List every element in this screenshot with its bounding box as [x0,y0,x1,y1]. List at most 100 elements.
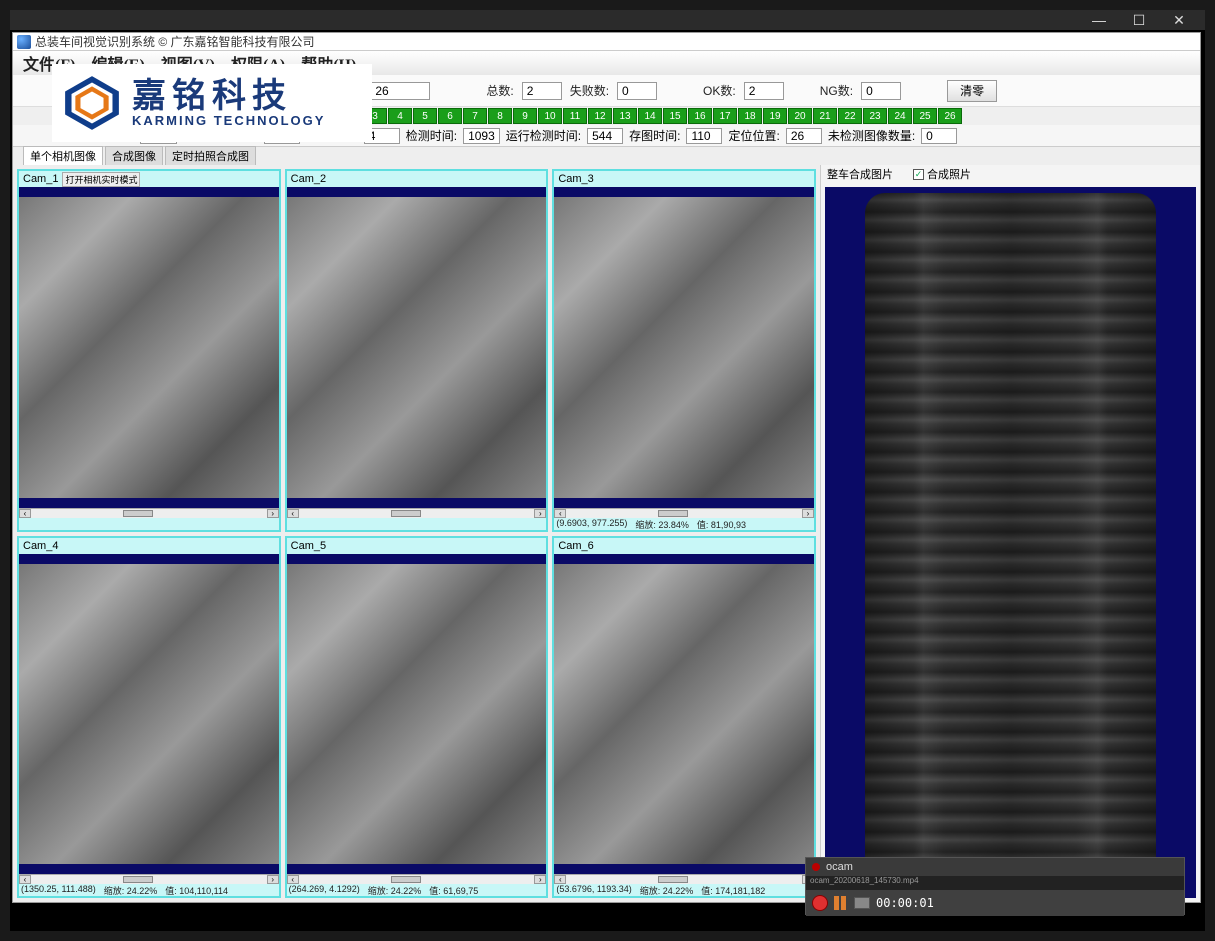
undetect-field: 0 [921,128,957,144]
status-cell[interactable]: 9 [513,108,537,124]
record-time: 00:00:01 [876,896,934,910]
tab-single-cam[interactable]: 单个相机图像 [23,146,103,165]
status-cell[interactable]: 16 [688,108,712,124]
status-cell[interactable]: 7 [463,108,487,124]
scroll-right-icon[interactable]: › [267,509,279,518]
composite-image[interactable] [825,187,1196,898]
scroll-right-icon[interactable]: › [267,875,279,884]
total-field: 2 [522,82,562,100]
status-cell[interactable]: 20 [788,108,812,124]
cam-zoom: 缩放: 24.22% [104,884,158,896]
maximize-button[interactable]: ☐ [1119,11,1159,29]
camera-image[interactable]: ‹ › [287,187,547,530]
scroll-thumb[interactable] [123,876,153,883]
scroll-thumb[interactable] [658,876,688,883]
camera-image[interactable]: ‹ › (9.6903, 977.255) 缩放: 23.84% 值: 81,9… [554,187,814,530]
composite-title: 整车合成图片 [827,166,893,182]
camera-name: Cam_6 [558,540,593,552]
status-cell[interactable]: 15 [663,108,687,124]
scroll-left-icon[interactable]: ‹ [287,509,299,518]
app-icon [17,35,31,49]
camera-panel: Cam_5 ‹ › (264.269, 4.1292) 缩放: 24.22% 值… [285,536,549,899]
scroll-thumb[interactable] [391,510,421,517]
camera-panel: Cam_6 ‹ › (53.6796, 1193.34) 缩放: 24.22% … [552,536,816,899]
status-cell[interactable]: 11 [563,108,587,124]
cam-coords: (9.6903, 977.255) [556,518,627,530]
camera-image[interactable]: ‹ › (53.6796, 1193.34) 缩放: 24.22% 值: 174… [554,554,814,897]
ocam-recorder-window[interactable]: ocam ocam_20200618_145730.mp4 00:00:01 [805,857,1185,915]
scroll-left-icon[interactable]: ‹ [554,509,566,518]
camera-panel: Cam_3 ‹ › (9.6903, 977.255) 缩放: 23.84% 值… [552,169,816,532]
cam-zoom: 缩放: 23.84% [635,518,689,530]
record-button[interactable] [812,895,828,911]
scroll-left-icon[interactable]: ‹ [554,875,566,884]
status-cell[interactable]: 21 [813,108,837,124]
camera-icon[interactable] [854,897,870,909]
scroll-left-icon[interactable]: ‹ [287,875,299,884]
logo-text-cn: 嘉铭科技 [132,79,325,113]
scroll-left-icon[interactable]: ‹ [19,875,31,884]
run-detect-field: 544 [587,128,623,144]
composite-checkbox-label: 合成照片 [927,166,971,182]
close-button[interactable]: ✕ [1159,11,1199,29]
scroll-left-icon[interactable]: ‹ [19,509,31,518]
detect-time-label: 检测时间: [406,127,457,144]
h-scrollbar[interactable]: ‹ › [554,874,814,884]
status-cell[interactable]: 4 [388,108,412,124]
app-window: 总装车间视觉识别系统 © 广东嘉铭智能科技有限公司 文件(F) 编辑(E) 视图… [12,32,1201,903]
status-cell[interactable]: 10 [538,108,562,124]
h-scrollbar[interactable]: ‹ › [287,874,547,884]
check-icon: ✓ [913,169,924,180]
cam-value: 值: 104,110,114 [165,884,228,896]
tab-timed[interactable]: 定时拍照合成图 [165,146,256,165]
app-title: 总装车间视觉识别系统 © 广东嘉铭智能科技有限公司 [35,33,315,50]
run-detect-label: 运行检测时间: [506,127,581,144]
h-scrollbar[interactable]: ‹ › [554,508,814,518]
status-cell[interactable]: 5 [413,108,437,124]
ng-field: 0 [861,82,901,100]
status-cell[interactable]: 22 [838,108,862,124]
minimize-button[interactable]: — [1079,11,1119,29]
status-cell[interactable]: 13 [613,108,637,124]
scroll-thumb[interactable] [123,510,153,517]
camera-name: Cam_4 [23,540,58,552]
scroll-thumb[interactable] [658,510,688,517]
record-indicator-icon [812,863,820,871]
status-cell[interactable]: 12 [588,108,612,124]
scroll-thumb[interactable] [391,876,421,883]
scroll-right-icon[interactable]: › [534,875,546,884]
status-cell[interactable]: 19 [763,108,787,124]
save-time-field: 110 [686,128,722,144]
clear-button[interactable]: 清零 [947,80,997,102]
tab-composite[interactable]: 合成图像 [105,146,163,165]
camera-panel: Cam_2 ‹ › [285,169,549,532]
pause-button[interactable] [834,896,848,910]
status-cell[interactable]: 23 [863,108,887,124]
composite-checkbox[interactable]: ✓ 合成照片 [913,166,971,182]
camera-image[interactable]: ‹ › [19,187,279,530]
status-cell[interactable]: 26 [938,108,962,124]
h-scrollbar[interactable]: ‹ › [287,508,547,518]
camera-image[interactable]: ‹ › (1350.25, 111.488) 缩放: 24.22% 值: 104… [19,554,279,897]
status-cell[interactable]: 18 [738,108,762,124]
cam-coords: (53.6796, 1193.34) [556,884,631,896]
scroll-right-icon[interactable]: › [534,509,546,518]
camera-mode-button[interactable]: 打开相机实时模式 [62,172,140,187]
scroll-right-icon[interactable]: › [802,509,814,518]
status-cell[interactable]: 25 [913,108,937,124]
composite-panel: 整车合成图片 ✓ 合成照片 [820,165,1200,902]
h-scrollbar[interactable]: ‹ › [19,508,279,518]
status-cell[interactable]: 8 [488,108,512,124]
status-cell[interactable]: 6 [438,108,462,124]
status-cell[interactable]: 14 [638,108,662,124]
main-content: Cam_1 打开相机实时模式 ‹ › Cam_2 [13,165,1200,902]
status-cell[interactable]: 24 [888,108,912,124]
app-titlebar: 总装车间视觉识别系统 © 广东嘉铭智能科技有限公司 [13,33,1200,51]
camera-image[interactable]: ‹ › (264.269, 4.1292) 缩放: 24.22% 值: 61,6… [287,554,547,897]
status-cell[interactable]: 17 [713,108,737,124]
undetect-label: 未检测图像数量: [828,127,915,144]
total-label: 总数: [486,82,513,99]
cam-value: 值: 174,181,182 [701,884,765,896]
h-scrollbar[interactable]: ‹ › [19,874,279,884]
logo-mark-icon [60,71,124,135]
